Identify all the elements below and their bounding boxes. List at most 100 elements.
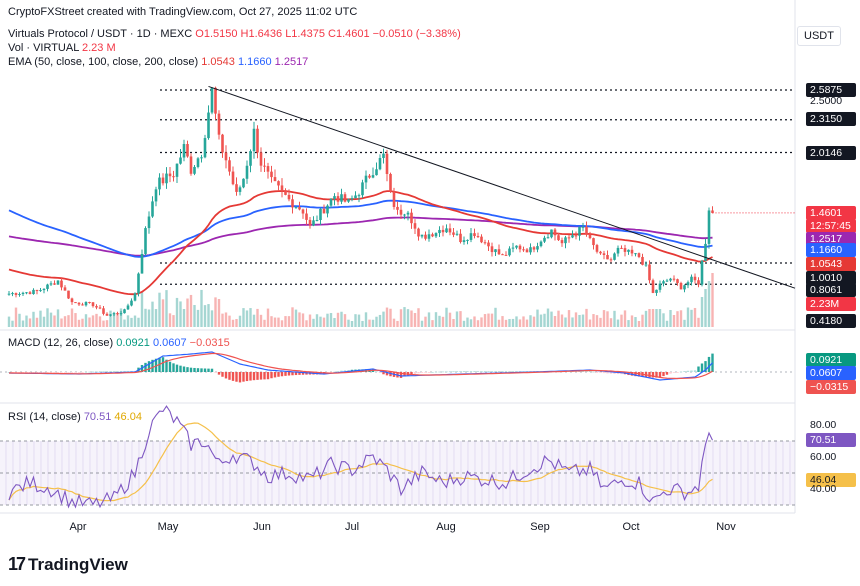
candle-body xyxy=(483,242,487,244)
volume-bar xyxy=(707,281,711,327)
macd-histogram-bar xyxy=(287,372,291,376)
macd-hist-label: 0.0921 xyxy=(806,353,856,367)
candle-body xyxy=(231,171,235,185)
macd-histogram-bar xyxy=(651,372,655,378)
volume-bar xyxy=(434,312,438,327)
candle-body xyxy=(623,248,627,252)
candle-body xyxy=(81,304,84,306)
macd-label[interactable]: MACD (12, 26, close) xyxy=(8,337,114,349)
macd-histogram-bar xyxy=(602,372,606,374)
macd-histogram-bar xyxy=(487,371,490,372)
candle-body xyxy=(707,210,711,244)
candle-body xyxy=(105,313,109,316)
volume-bar xyxy=(431,320,434,327)
macd-histogram-bar xyxy=(585,370,588,372)
candle-body xyxy=(543,237,546,242)
volume-bar xyxy=(301,313,305,327)
candle-body xyxy=(448,228,452,233)
candle-body xyxy=(18,294,21,296)
macd-histogram-bar xyxy=(592,371,595,373)
candle-body xyxy=(354,195,357,199)
macd-histogram-bar xyxy=(480,371,483,372)
candle-body xyxy=(515,245,518,248)
volume-bar xyxy=(88,317,91,327)
volume-bar xyxy=(182,309,186,327)
macd-histogram-bar xyxy=(711,353,714,372)
candle-body xyxy=(518,245,522,250)
volume-bar xyxy=(683,319,686,327)
candle-body xyxy=(277,181,280,186)
candle-body xyxy=(7,293,11,295)
volume-bar xyxy=(427,312,431,327)
macd-histogram-bar xyxy=(161,357,165,372)
candle-body xyxy=(627,249,630,252)
macd-histogram-bar xyxy=(389,372,392,377)
tradingview-logo[interactable]: 17 TradingView xyxy=(8,554,128,575)
volume-bar xyxy=(221,313,224,327)
macd-histogram-bar xyxy=(525,371,529,372)
candle-body xyxy=(165,173,168,184)
macd-histogram-bar xyxy=(424,372,427,373)
volume-bar xyxy=(343,314,347,327)
volume-bar xyxy=(448,312,452,327)
level-label-2-5875: 2.5875 xyxy=(806,83,856,97)
volume-bar xyxy=(616,319,620,327)
candle-body xyxy=(532,247,536,250)
symbol-line[interactable]: Virtuals Protocol / USDT · 1D · MEXC xyxy=(8,28,193,40)
volume-bar xyxy=(67,315,70,327)
candle-body xyxy=(413,223,417,229)
candle-body xyxy=(655,289,658,293)
macd-histogram-bar xyxy=(704,361,707,372)
candle-body xyxy=(651,280,655,293)
macd-histogram-bar xyxy=(707,356,711,372)
candle-body xyxy=(196,158,200,167)
macd-histogram-bar xyxy=(508,371,511,372)
candle-body xyxy=(602,253,606,256)
macd-histogram-bar xyxy=(259,372,263,380)
candle-body xyxy=(102,308,105,314)
macd-header: MACD (12, 26, close) 0.0921 0.0607 −0.03… xyxy=(8,337,230,350)
candle-body xyxy=(469,233,473,240)
macd-histogram-bar xyxy=(35,372,39,373)
candle-body xyxy=(417,228,420,237)
ema-label[interactable]: EMA (50, close, 100, close, 200, close) xyxy=(8,56,199,68)
volume-bar xyxy=(11,320,14,327)
level-label-2-0146: 2.0146 xyxy=(806,146,856,160)
candle-body xyxy=(599,251,602,254)
macd-histogram-bar xyxy=(60,372,63,373)
volume-bar xyxy=(487,313,490,327)
macd-histogram-bar xyxy=(210,368,214,372)
volume-bar xyxy=(424,316,427,327)
macd-histogram-bar xyxy=(522,371,525,372)
ema100-line xyxy=(8,199,713,258)
tradingview-mark-icon: 17 xyxy=(8,554,26,574)
volume-bar xyxy=(466,317,469,327)
macd-histogram-bar xyxy=(669,372,672,374)
macd-histogram-bar xyxy=(441,371,445,373)
ohlc-change: −0.0510 (−3.38%) xyxy=(372,28,461,40)
candle-body xyxy=(620,247,623,249)
candle-body xyxy=(168,173,172,177)
candle-body xyxy=(63,287,67,291)
volume-bar xyxy=(361,320,364,327)
macd-histogram-bar xyxy=(686,370,690,372)
macd-histogram-bar xyxy=(427,372,431,373)
candle-body xyxy=(564,237,567,244)
volume-bar xyxy=(175,297,179,327)
volume-label[interactable]: Vol · VIRTUAL xyxy=(8,42,79,54)
candle-body xyxy=(179,157,182,164)
candle-body xyxy=(175,163,179,177)
currency-selector[interactable]: USDT xyxy=(797,26,841,46)
macd-histogram-bar xyxy=(375,371,378,373)
candle-body xyxy=(84,302,88,306)
rsi-label[interactable]: RSI (14, close) xyxy=(8,411,81,423)
volume-bar xyxy=(189,294,193,327)
macd-histogram-bar xyxy=(459,371,462,372)
volume-bar xyxy=(147,309,151,327)
candle-body xyxy=(32,289,35,295)
macd-histogram-bar xyxy=(175,364,179,372)
macd-histogram-bar xyxy=(42,372,46,373)
candle-body xyxy=(371,175,375,178)
volume-bar xyxy=(438,315,441,327)
